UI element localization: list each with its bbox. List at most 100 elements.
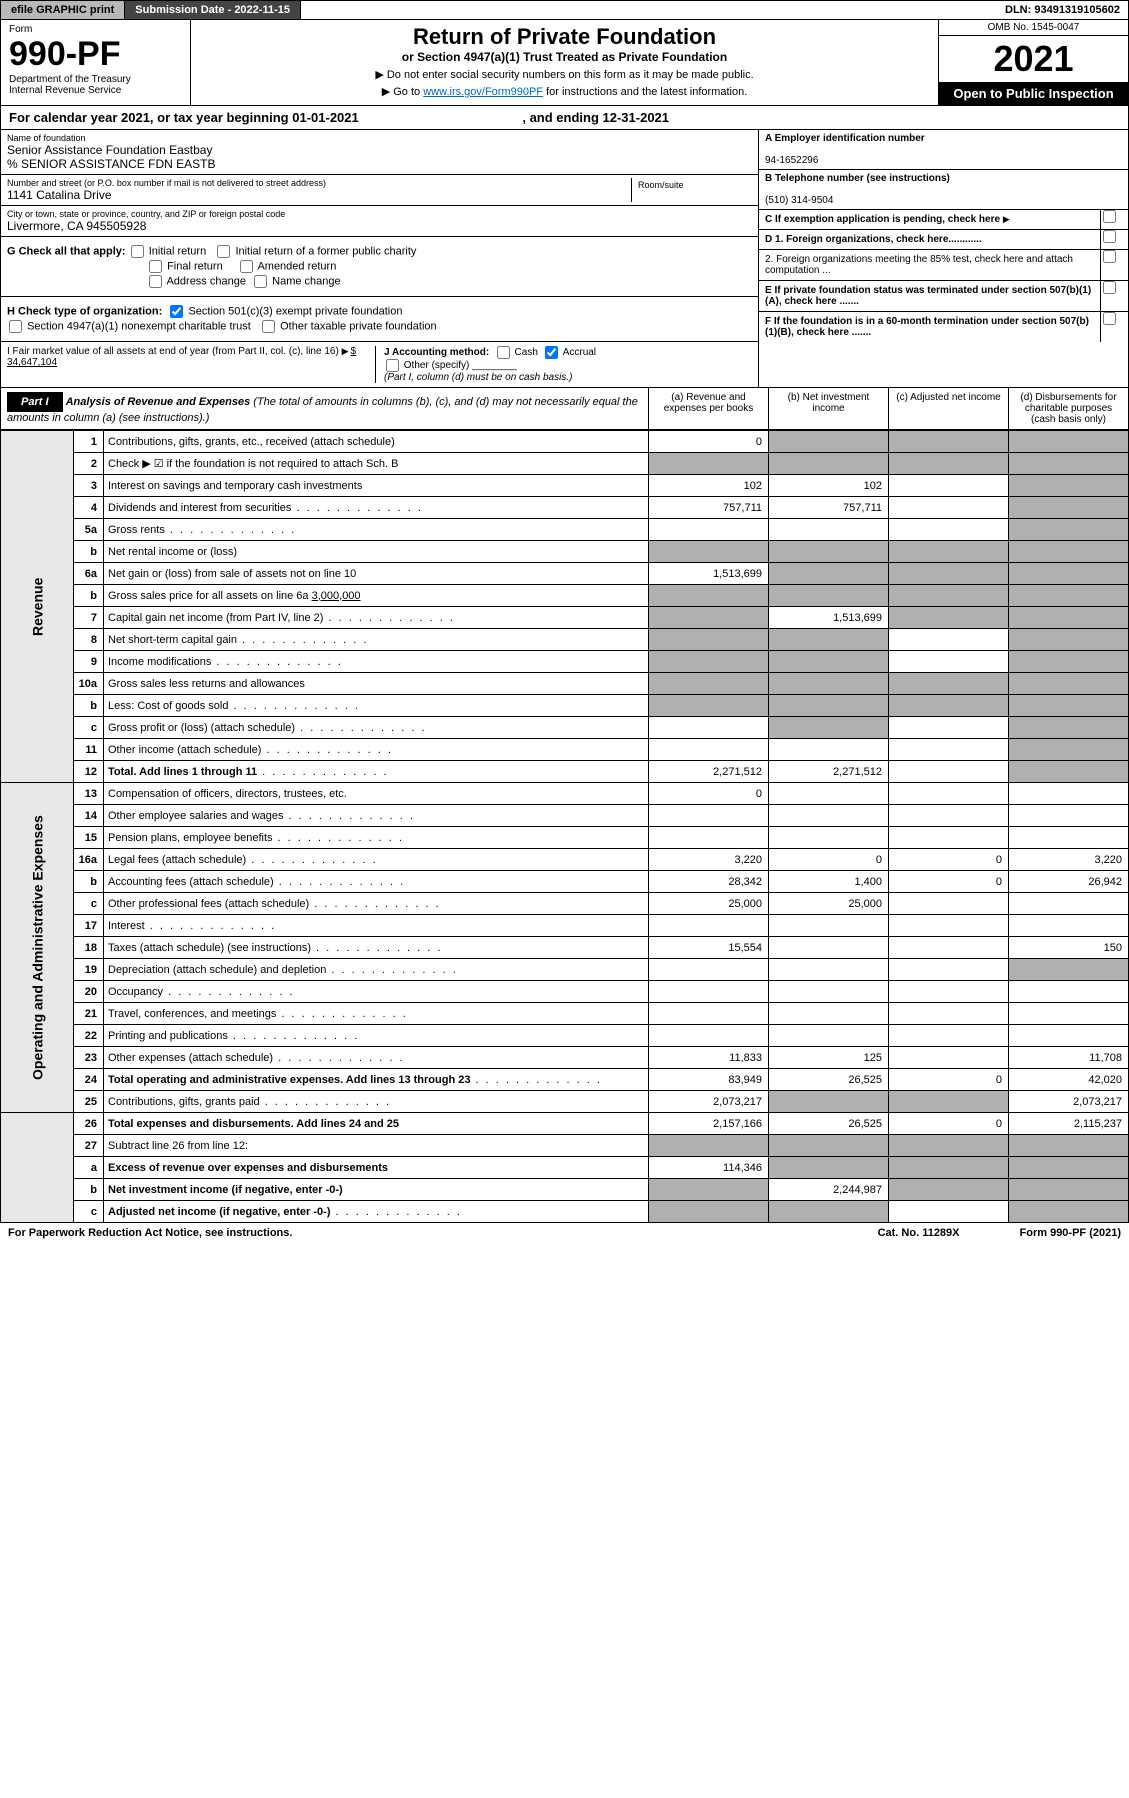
row-2: Check ▶ ☑ if the foundation is not requi… bbox=[104, 453, 649, 475]
dln-label: DLN: 93491319105602 bbox=[997, 1, 1128, 19]
h-label: H Check type of organization: bbox=[7, 305, 162, 317]
row-7: Capital gain net income (from Part IV, l… bbox=[104, 607, 649, 629]
row-5a: Gross rents bbox=[104, 519, 649, 541]
irs-label: Internal Revenue Service bbox=[9, 85, 182, 96]
phone-label: B Telephone number (see instructions) bbox=[765, 173, 950, 184]
row-25: Contributions, gifts, grants paid bbox=[104, 1091, 649, 1113]
other-method-checkbox[interactable] bbox=[386, 359, 399, 372]
f-label: F If the foundation is in a 60-month ter… bbox=[759, 312, 1100, 342]
d1-label: D 1. Foreign organizations, check here..… bbox=[759, 230, 1100, 249]
final-return-checkbox[interactable] bbox=[149, 260, 162, 273]
cat-no: Cat. No. 11289X bbox=[878, 1227, 960, 1239]
tax-year: 2021 bbox=[939, 36, 1128, 82]
row-23: Other expenses (attach schedule) bbox=[104, 1047, 649, 1069]
row-19: Depreciation (attach schedule) and deple… bbox=[104, 959, 649, 981]
addr-label: Number and street (or P.O. box number if… bbox=[7, 178, 631, 188]
e-checkbox[interactable] bbox=[1103, 281, 1116, 294]
row-18: Taxes (attach schedule) (see instruction… bbox=[104, 937, 649, 959]
d2-label: 2. Foreign organizations meeting the 85%… bbox=[759, 250, 1100, 280]
room-label: Room/suite bbox=[638, 180, 746, 190]
row-11: Other income (attach schedule) bbox=[104, 739, 649, 761]
row-1: Contributions, gifts, grants, etc., rece… bbox=[104, 431, 649, 453]
address-change-checkbox[interactable] bbox=[149, 275, 162, 288]
col-d-header: (d) Disbursements for charitable purpose… bbox=[1008, 388, 1128, 429]
row-26: Total expenses and disbursements. Add li… bbox=[104, 1113, 649, 1135]
calendar-year-row: For calendar year 2021, or tax year begi… bbox=[0, 106, 1129, 130]
form-ref: Form 990-PF (2021) bbox=[1020, 1227, 1121, 1239]
street-address: 1141 Catalina Drive bbox=[7, 188, 631, 202]
instructions-note: ▶ Go to www.irs.gov/Form990PF for instru… bbox=[195, 85, 934, 98]
initial-return-checkbox[interactable] bbox=[131, 245, 144, 258]
amended-return-checkbox[interactable] bbox=[240, 260, 253, 273]
row-27b: Net investment income (if negative, ente… bbox=[104, 1179, 649, 1201]
cash-checkbox[interactable] bbox=[497, 346, 510, 359]
row-16b: Accounting fees (attach schedule) bbox=[104, 871, 649, 893]
row-15: Pension plans, employee benefits bbox=[104, 827, 649, 849]
row-21: Travel, conferences, and meetings bbox=[104, 1003, 649, 1025]
revenue-sidelabel: Revenue bbox=[1, 431, 74, 783]
row-10b: Less: Cost of goods sold bbox=[104, 695, 649, 717]
c-checkbox[interactable] bbox=[1103, 210, 1116, 223]
row-24: Total operating and administrative expen… bbox=[104, 1069, 649, 1091]
d2-checkbox[interactable] bbox=[1103, 250, 1116, 263]
row-22: Printing and publications bbox=[104, 1025, 649, 1047]
topbar: efile GRAPHIC print Submission Date - 20… bbox=[0, 0, 1129, 20]
omb-number: OMB No. 1545-0047 bbox=[939, 20, 1128, 36]
foundation-name: Senior Assistance Foundation Eastbay bbox=[7, 143, 752, 157]
j-label: J Accounting method: bbox=[384, 347, 489, 358]
form-number: 990-PF bbox=[9, 35, 182, 74]
col-b-header: (b) Net investment income bbox=[768, 388, 888, 429]
ein-label: A Employer identification number bbox=[765, 133, 925, 144]
initial-former-checkbox[interactable] bbox=[217, 245, 230, 258]
part1-header: Part I Analysis of Revenue and Expenses … bbox=[0, 388, 1129, 430]
dept-label: Department of the Treasury bbox=[9, 74, 182, 85]
row-3: Interest on savings and temporary cash i… bbox=[104, 475, 649, 497]
i-label: I Fair market value of all assets at end… bbox=[7, 346, 339, 357]
part1-label: Part I bbox=[7, 392, 63, 412]
row-4: Dividends and interest from securities bbox=[104, 497, 649, 519]
4947a1-checkbox[interactable] bbox=[9, 320, 22, 333]
j-note: (Part I, column (d) must be on cash basi… bbox=[384, 372, 572, 383]
ein-value: 94-1652296 bbox=[765, 155, 818, 166]
f-checkbox[interactable] bbox=[1103, 312, 1116, 325]
page-footer: For Paperwork Reduction Act Notice, see … bbox=[0, 1223, 1129, 1243]
part1-title: Analysis of Revenue and Expenses bbox=[66, 396, 251, 408]
row-10a: Gross sales less returns and allowances bbox=[104, 673, 649, 695]
expenses-sidelabel: Operating and Administrative Expenses bbox=[1, 783, 74, 1113]
row-6a: Net gain or (loss) from sale of assets n… bbox=[104, 563, 649, 585]
instructions-link[interactable]: www.irs.gov/Form990PF bbox=[423, 86, 543, 98]
row-27a: Excess of revenue over expenses and disb… bbox=[104, 1157, 649, 1179]
row-5b: Net rental income or (loss) bbox=[104, 541, 649, 563]
row-27c: Adjusted net income (if negative, enter … bbox=[104, 1201, 649, 1223]
name-change-checkbox[interactable] bbox=[254, 275, 267, 288]
submission-date-button[interactable]: Submission Date - 2022-11-15 bbox=[125, 1, 301, 19]
other-taxable-checkbox[interactable] bbox=[262, 320, 275, 333]
row-6b: Gross sales price for all assets on line… bbox=[104, 585, 649, 607]
paperwork-notice: For Paperwork Reduction Act Notice, see … bbox=[8, 1227, 292, 1239]
row-16c: Other professional fees (attach schedule… bbox=[104, 893, 649, 915]
open-public-badge: Open to Public Inspection bbox=[939, 82, 1128, 105]
city-state-zip: Livermore, CA 945505928 bbox=[7, 219, 752, 233]
row-17: Interest bbox=[104, 915, 649, 937]
care-of: % SENIOR ASSISTANCE FDN EASTB bbox=[7, 157, 752, 171]
row-27: Subtract line 26 from line 12: bbox=[104, 1135, 649, 1157]
privacy-note: ▶ Do not enter social security numbers o… bbox=[195, 68, 934, 81]
row-8: Net short-term capital gain bbox=[104, 629, 649, 651]
row-13: Compensation of officers, directors, tru… bbox=[104, 783, 649, 805]
row-16a: Legal fees (attach schedule) bbox=[104, 849, 649, 871]
501c3-checkbox[interactable] bbox=[170, 305, 183, 318]
city-label: City or town, state or province, country… bbox=[7, 209, 752, 219]
d1-checkbox[interactable] bbox=[1103, 230, 1116, 243]
name-label: Name of foundation bbox=[7, 133, 752, 143]
row-12: Total. Add lines 1 through 11 bbox=[104, 761, 649, 783]
c-label: C If exemption application is pending, c… bbox=[759, 210, 1100, 229]
entity-info: Name of foundation Senior Assistance Fou… bbox=[0, 130, 1129, 388]
row-14: Other employee salaries and wages bbox=[104, 805, 649, 827]
row-9: Income modifications bbox=[104, 651, 649, 673]
row-10c: Gross profit or (loss) (attach schedule) bbox=[104, 717, 649, 739]
form-subtitle: or Section 4947(a)(1) Trust Treated as P… bbox=[195, 50, 934, 64]
part1-table: Revenue 1Contributions, gifts, grants, e… bbox=[0, 430, 1129, 1223]
efile-graphic-button[interactable]: efile GRAPHIC print bbox=[1, 1, 125, 19]
form-title: Return of Private Foundation bbox=[195, 24, 934, 50]
accrual-checkbox[interactable] bbox=[545, 346, 558, 359]
